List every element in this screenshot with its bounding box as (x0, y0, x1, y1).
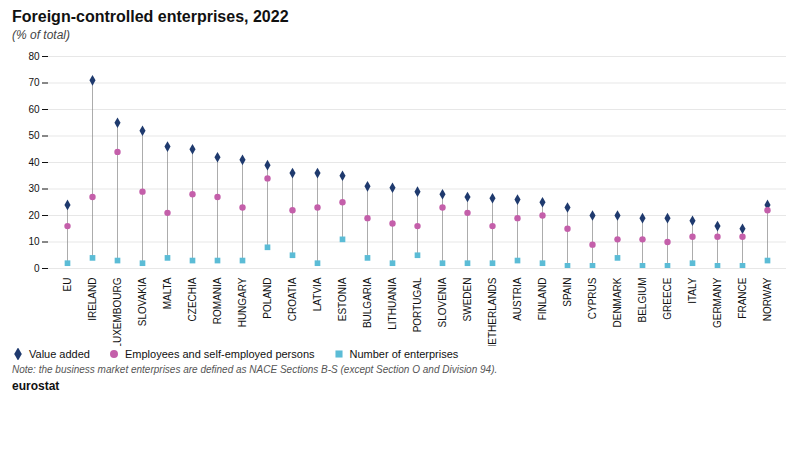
html-text:Value added: Value added (29, 348, 90, 360)
svg-text:NORWAY: NORWAY (762, 277, 773, 321)
svg-text:POLAND: POLAND (262, 278, 273, 319)
svg-text:70: 70 (28, 77, 40, 88)
svg-text:ROMANIA: ROMANIA (212, 277, 223, 324)
svg-text:SWEDEN: SWEDEN (462, 278, 473, 322)
svg-text:LATVIA: LATVIA (312, 277, 323, 311)
html-text:Note: the business market ente: Note: the business market enterprises ar… (12, 364, 498, 375)
html-text:eurostat: eurostat (12, 379, 60, 393)
svg-text:IRELAND: IRELAND (87, 278, 98, 321)
svg-text:30: 30 (28, 183, 40, 194)
svg-text:HUNGARY: HUNGARY (237, 277, 248, 327)
svg-text:CROATIA: CROATIA (287, 277, 298, 321)
svg-text:AUSTRIA: AUSTRIA (512, 277, 523, 321)
svg-text:ESTONIA: ESTONIA (337, 277, 348, 321)
svg-text:MALTA: MALTA (162, 277, 173, 309)
svg-text:CYPRUS: CYPRUS (587, 277, 598, 319)
svg-text:DENMARK: DENMARK (612, 277, 623, 327)
html-text:Foreign-controlled enterprises: Foreign-controlled enterprises, 2022 (12, 8, 289, 25)
svg-text:40: 40 (28, 157, 40, 168)
svg-text:SLOVAKIA: SLOVAKIA (137, 277, 148, 326)
svg-text:BULGARIA: BULGARIA (362, 277, 373, 328)
svg-text:SLOVENIA: SLOVENIA (437, 277, 448, 327)
svg-text:PORTUGAL: PORTUGAL (412, 277, 423, 332)
svg-text:20: 20 (28, 210, 40, 221)
svg-text:ITALY: ITALY (687, 277, 698, 304)
html-text:(% of total): (% of total) (12, 28, 70, 42)
html-text:Number of enterprises: Number of enterprises (349, 348, 459, 360)
svg-text:LITHUANIA: LITHUANIA (387, 277, 398, 330)
svg-text:LUXEMBOURG: LUXEMBOURG (112, 277, 123, 346)
svg-text:10: 10 (28, 236, 40, 247)
svg-text:SPAIN: SPAIN (562, 278, 573, 307)
svg-text:FINLAND: FINLAND (537, 278, 548, 321)
svg-text:60: 60 (28, 104, 40, 115)
html-text:Employees and self-employed pe: Employees and self-employed persons (125, 348, 315, 360)
svg-text:GREECE: GREECE (662, 277, 673, 320)
svg-text:0: 0 (34, 263, 40, 274)
svg-text:CZECHIA: CZECHIA (187, 277, 198, 321)
svg-text:GERMANY: GERMANY (712, 277, 723, 328)
svg-text:50: 50 (28, 130, 40, 141)
svg-text:EU: EU (62, 278, 73, 292)
svg-text:NETHERLANDS: NETHERLANDS (487, 277, 498, 346)
svg-text:FRANCE: FRANCE (737, 277, 748, 318)
svg-text:BELGIUM: BELGIUM (637, 278, 648, 323)
svg-text:80: 80 (28, 51, 40, 62)
